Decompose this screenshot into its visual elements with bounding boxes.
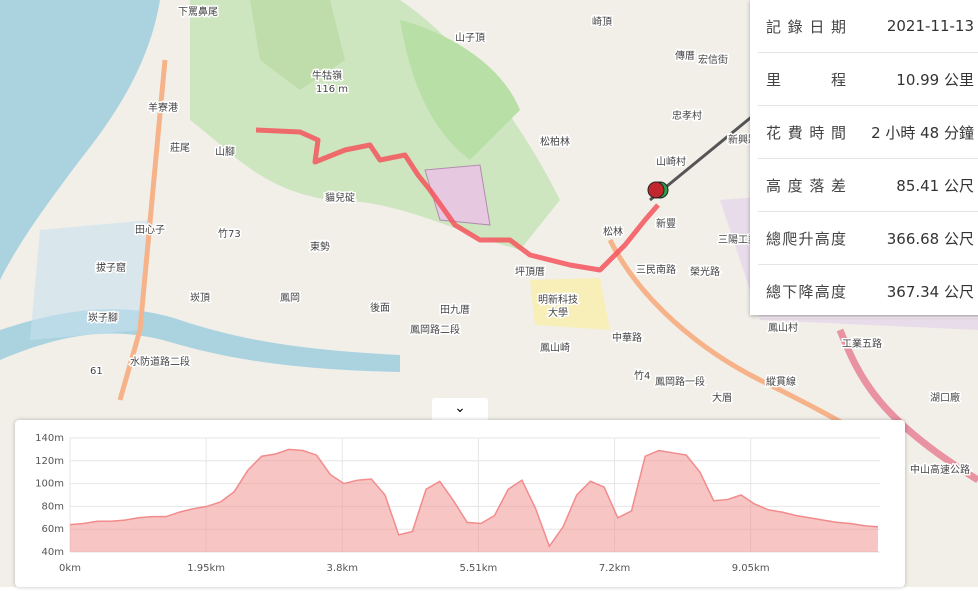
stat-value: 366.68 公尺 — [886, 229, 974, 248]
place-label: 崎頂 — [592, 15, 612, 28]
stat-row: 記錄日期 2021-11-13 — [758, 0, 978, 53]
road-label: 工業五路 — [842, 337, 882, 350]
stat-value: 2 小時 48 分鐘 — [871, 123, 974, 142]
place-label: 松林 — [603, 225, 623, 238]
stat-row: 花費時間 2 小時 48 分鐘 — [758, 106, 978, 159]
road-label: 縱貫線 — [766, 375, 796, 388]
road-label: 鳳岡路二段 — [410, 323, 460, 336]
stat-row: 里程 10.99 公里 — [758, 53, 978, 106]
place-label: 後面 — [370, 301, 390, 314]
place-label: 湖口廠 — [930, 391, 960, 404]
road-label: 中華路 — [612, 331, 642, 344]
elevation-card: 40m 60m 80m 100m 120m 140m 0km 1.95km 3.8km 5.51k… — [15, 420, 905, 587]
y-tick-label: 120m — [35, 456, 64, 467]
place-label: 新豐 — [656, 217, 676, 230]
y-tick-label: 140m — [35, 433, 64, 444]
stat-label: 記錄日期 — [766, 17, 846, 36]
place-label: 116 m — [316, 84, 348, 95]
place-label: 羊寮港 — [148, 101, 178, 114]
hill — [250, 0, 345, 90]
fish-ponds — [30, 220, 150, 340]
stat-row: 總爬升高度 366.68 公尺 — [758, 212, 978, 265]
sea — [0, 0, 160, 280]
x-tick-label: 0km — [59, 563, 81, 574]
stat-value: 367.34 公尺 — [886, 282, 974, 301]
road — [607, 238, 872, 443]
map-labels: 下罵鼻尾 山子頂 崎頂 羊寮港 牛牯嶺 116 m 松柏林 傳厝 宏信街 忠孝村… — [87, 4, 972, 478]
place-label: 明新科技 — [538, 293, 578, 306]
elevation-line — [69, 448, 879, 548]
stat-value: 2021-11-13 — [886, 17, 974, 35]
road-label: 中山高速公路 — [910, 463, 970, 476]
x-tick-label: 7.2km — [599, 563, 630, 574]
place-label: 山腳 — [215, 146, 235, 158]
elevation-area — [70, 449, 878, 552]
place-label: 莊尾 — [170, 142, 190, 154]
place-label: 榮光路 — [690, 265, 720, 278]
place-label: 田九厝 — [440, 304, 470, 316]
place-label: 山崎村 — [656, 155, 686, 168]
end-marker[interactable] — [647, 181, 665, 199]
place-label: 忠孝村 — [672, 109, 702, 122]
highway — [836, 328, 978, 483]
golf-course — [400, 20, 520, 160]
road — [117, 59, 168, 401]
y-tick-label: 80m — [42, 501, 64, 512]
place-label: 崁頂 — [190, 292, 210, 304]
road-label: 水防道路二段 — [130, 355, 190, 368]
stat-label: 花費時間 — [766, 123, 846, 142]
place-label: 傳厝 — [675, 49, 695, 62]
stat-row: 高度落差 85.41 公尺 — [758, 159, 978, 212]
x-tick-label: 1.95km — [187, 563, 225, 574]
place-label: 三陽工業 — [718, 233, 758, 246]
stat-label: 高度落差 — [766, 176, 846, 195]
x-tick-label: 9.05km — [732, 563, 770, 574]
place-label: 三民南路 — [636, 263, 676, 276]
place-label: 鳳岡 — [280, 292, 300, 304]
place-label: 貓兒碇 — [325, 191, 355, 204]
place-label: 山子頂 — [455, 32, 485, 44]
stat-value: 10.99 公里 — [896, 70, 974, 89]
place-label: 下罵鼻尾 — [178, 5, 218, 18]
place-label: 拔子窟 — [96, 261, 126, 274]
place-label: 鳳山村 — [768, 321, 798, 334]
y-tick-label: 100m — [35, 479, 64, 490]
y-tick-label: 60m — [42, 524, 64, 535]
place-label: 大學 — [548, 306, 568, 319]
elevation-chart: 40m 60m 80m 100m 120m 140m 0km 1.95km 3.8km 5.51k… — [35, 433, 880, 574]
x-tick-label: 3.8km — [327, 563, 358, 574]
stat-label: 總爬升高度 — [766, 229, 846, 248]
stat-row: 總下降高度 367.34 公尺 — [758, 265, 978, 318]
route — [255, 127, 660, 273]
stat-value: 85.41 公尺 — [896, 176, 974, 195]
campus — [530, 278, 610, 330]
place-label: 鳳山崎 — [540, 341, 570, 354]
stat-label: 里程 — [766, 70, 846, 89]
x-tick-label: 5.51km — [459, 563, 497, 574]
y-tick-label: 40m — [42, 547, 64, 558]
place-label: 東勢 — [310, 240, 330, 253]
stat-label: 總下降高度 — [766, 282, 846, 301]
place-label: 牛牯嶺 — [312, 69, 342, 82]
road-label: 鳳岡路一段 — [655, 375, 705, 388]
road-label: 61 — [90, 366, 103, 377]
place-label: 松柏林 — [540, 135, 570, 148]
road-label: 竹4 — [634, 369, 650, 382]
railway — [649, 108, 761, 202]
stats-panel: 記錄日期 2021-11-13 里程 10.99 公里花費時間 2 小時 48 分鐘高度… — [750, 0, 978, 318]
collapse-toggle[interactable]: ⌄ — [432, 398, 488, 420]
place-label: 崁子腳 — [88, 312, 118, 324]
place-label: 大眉 — [712, 391, 732, 404]
place-label: 坪頂厝 — [515, 265, 545, 278]
place-label: 宏信街 — [698, 53, 728, 66]
place-label: 田心子 — [135, 224, 165, 236]
place-label: 竹73 — [218, 227, 241, 240]
